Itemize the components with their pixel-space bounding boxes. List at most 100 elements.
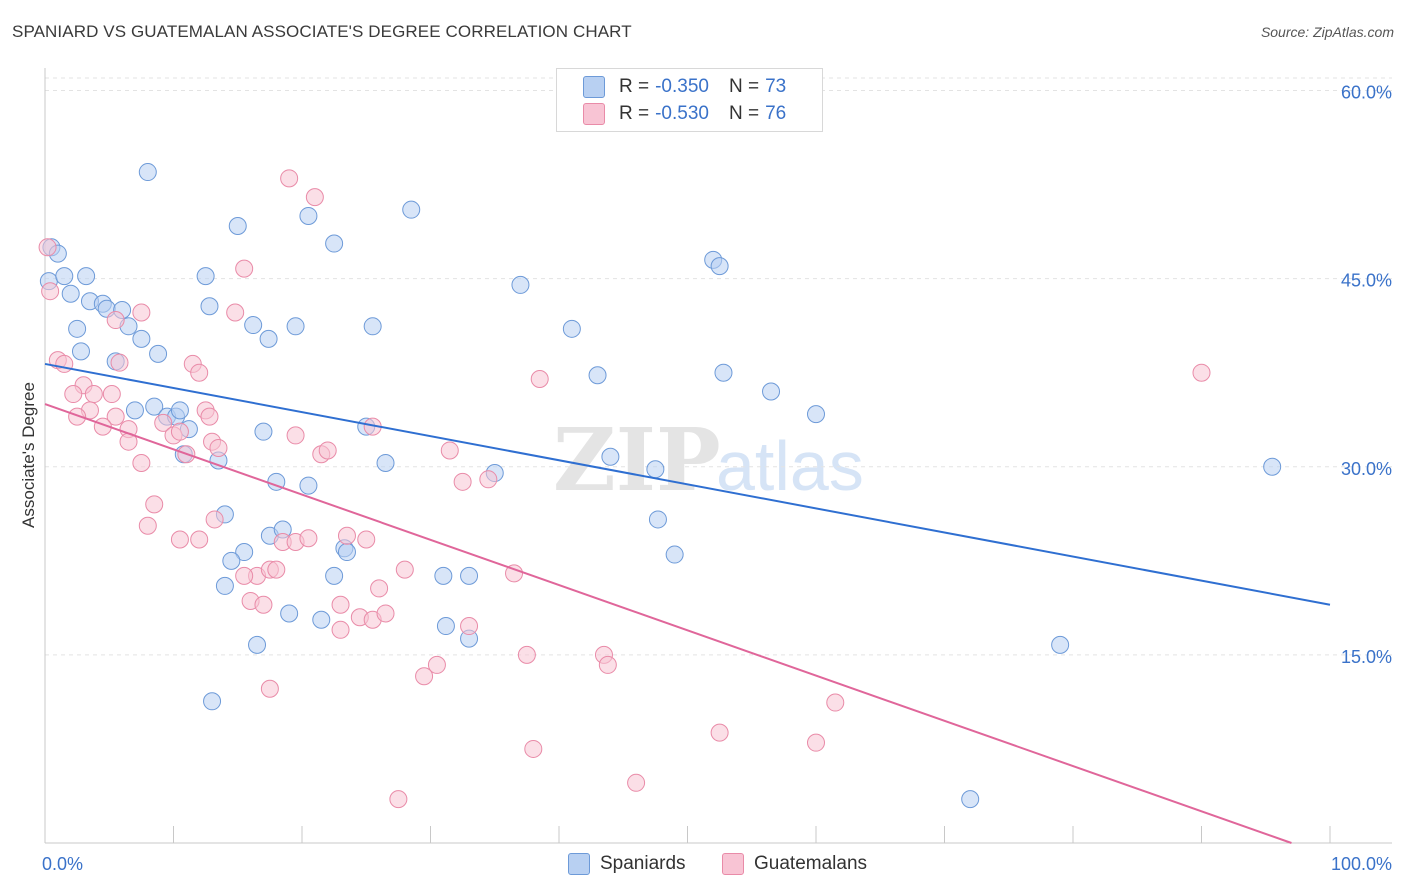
guatemalans-swatch	[722, 853, 744, 875]
guatemalan-point	[331, 620, 350, 639]
guatemalans-trend-line	[44, 403, 1292, 844]
legend-item-guatemalans[interactable]: Guatemalans	[722, 850, 867, 878]
spaniard-point	[376, 454, 395, 473]
spaniard-point	[460, 566, 479, 585]
legend-label-guatemalans: Guatemalans	[754, 853, 868, 874]
spaniard-point	[222, 551, 241, 570]
guatemalan-point	[517, 645, 536, 664]
y-tick-label: 60.0%	[1341, 83, 1392, 103]
spaniard-point	[325, 234, 344, 253]
spaniard-point	[436, 617, 455, 636]
spaniard-point	[203, 692, 222, 711]
guatemalan-point	[370, 579, 389, 598]
spaniard-point	[961, 790, 980, 809]
guatemalan-point	[38, 238, 57, 257]
guatemalan-point	[154, 413, 173, 432]
guatemalan-point	[598, 655, 617, 674]
n-label: N =	[728, 76, 760, 97]
spaniard-point	[325, 566, 344, 585]
guatemalan-point	[530, 369, 549, 388]
guatemalan-point	[68, 407, 87, 426]
spaniard-point	[149, 344, 168, 363]
spaniard-point	[228, 216, 247, 235]
guatemalan-point	[479, 470, 498, 489]
guatemalan-point	[110, 353, 129, 372]
legend-item-spaniards[interactable]: Spaniards	[568, 850, 686, 878]
spaniard-point	[1263, 457, 1282, 476]
guatemalan-point	[460, 617, 479, 636]
spaniard-point	[68, 319, 87, 338]
spaniard-point	[807, 405, 825, 424]
spaniards-trend-line	[44, 362, 1331, 606]
spaniard-point	[714, 363, 733, 382]
spaniard-point	[337, 543, 356, 562]
spaniard-point	[646, 460, 665, 479]
r-value: -0.530	[655, 103, 709, 124]
guatemalan-point	[41, 282, 60, 301]
spaniard-point	[562, 319, 581, 338]
watermark-atlas: atlas	[716, 427, 864, 505]
spaniard-point	[710, 257, 729, 276]
guatemalan-point	[84, 385, 103, 404]
stats-legend: R = -0.350 N = 73 R = -0.530 N = 76	[556, 68, 823, 132]
source-label: Source: ZipAtlas.com	[1260, 24, 1394, 40]
spaniard-point	[259, 329, 278, 348]
r-value: -0.350	[655, 76, 709, 97]
guatemalan-point	[415, 667, 434, 686]
guatemalan-point	[64, 385, 83, 404]
watermark-zip: ZIP	[553, 410, 721, 511]
guatemalan-point	[305, 188, 324, 207]
guatemalan-point	[440, 441, 459, 460]
spaniard-point	[71, 342, 90, 361]
guatemalan-point	[55, 354, 74, 373]
guatemalan-point	[826, 693, 845, 712]
guatemalan-point	[318, 441, 337, 460]
guatemalan-point	[190, 363, 209, 382]
guatemalan-point	[710, 723, 729, 742]
spaniard-point	[402, 200, 421, 219]
spaniard-point	[280, 604, 299, 623]
guatemalan-point	[280, 169, 299, 188]
guatemalan-point	[170, 530, 189, 549]
guatemalan-point	[254, 595, 273, 614]
guatemalan-point	[132, 454, 151, 473]
spaniards-swatch	[583, 76, 605, 98]
guatemalan-point	[627, 773, 646, 792]
spaniard-point	[762, 382, 781, 401]
legend-row-spaniards: R = -0.350 N = 73	[583, 74, 786, 100]
spaniard-point	[248, 635, 267, 654]
spaniard-point	[312, 610, 331, 629]
spaniard-point	[254, 422, 273, 441]
guatemalan-point	[132, 303, 151, 322]
spaniard-point	[77, 267, 96, 286]
spaniard-point	[601, 447, 620, 466]
guatemalan-point	[807, 733, 825, 752]
spaniard-point	[200, 297, 219, 316]
spaniards-swatch	[568, 853, 590, 875]
spaniard-point	[588, 366, 607, 385]
guatemalan-point	[209, 438, 228, 457]
guatemalan-point	[376, 604, 395, 623]
guatemalan-point	[170, 422, 189, 441]
y-axis-label: Associate's Degree	[19, 382, 38, 528]
spaniard-point	[61, 284, 80, 303]
guatemalan-point	[267, 560, 286, 579]
r-label: R =	[619, 103, 650, 124]
x-tick-label: 0.0%	[42, 854, 83, 874]
guatemalan-point	[235, 259, 254, 278]
guatemalan-point	[505, 564, 524, 583]
guatemalan-point	[453, 472, 472, 491]
n-value: 76	[765, 103, 787, 124]
legend-row-guatemalans: R = -0.530 N = 76	[583, 101, 786, 127]
spaniard-point	[55, 267, 74, 286]
spaniard-point	[363, 317, 382, 336]
spaniard-point	[299, 206, 318, 225]
guatemalan-point	[235, 566, 254, 585]
guatemalan-point	[524, 739, 543, 758]
guatemalan-point	[106, 407, 125, 426]
legend-label-spaniards: Spaniards	[600, 853, 686, 874]
guatemalan-point	[389, 790, 408, 809]
spaniard-point	[235, 543, 254, 562]
guatemalan-point	[190, 530, 209, 549]
